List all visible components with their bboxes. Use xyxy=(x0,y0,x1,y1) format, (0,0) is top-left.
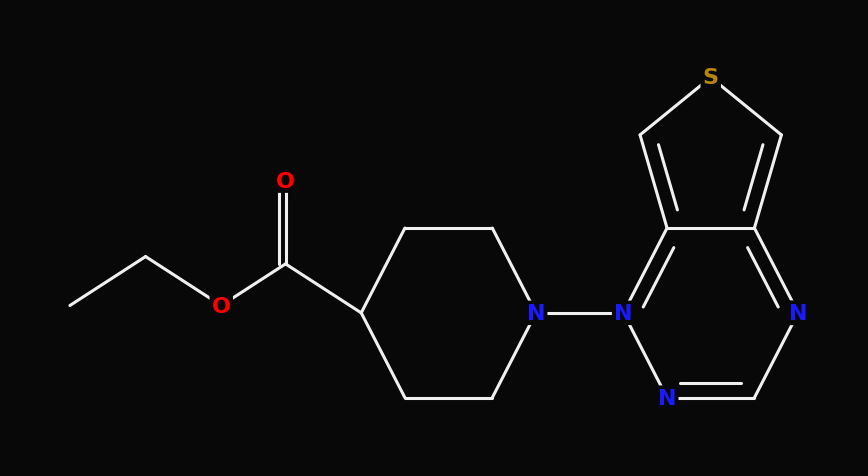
Text: N: N xyxy=(789,303,807,323)
Text: S: S xyxy=(703,68,719,88)
Text: N: N xyxy=(614,303,633,323)
Text: N: N xyxy=(658,388,676,408)
Text: O: O xyxy=(212,296,231,316)
Text: N: N xyxy=(789,303,807,323)
Text: O: O xyxy=(276,171,295,191)
Text: N: N xyxy=(527,303,545,323)
